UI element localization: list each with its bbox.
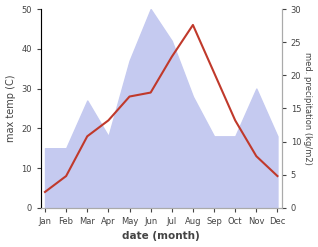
- Y-axis label: max temp (C): max temp (C): [5, 75, 16, 142]
- Y-axis label: med. precipitation (kg/m2): med. precipitation (kg/m2): [303, 52, 313, 165]
- X-axis label: date (month): date (month): [122, 231, 200, 242]
